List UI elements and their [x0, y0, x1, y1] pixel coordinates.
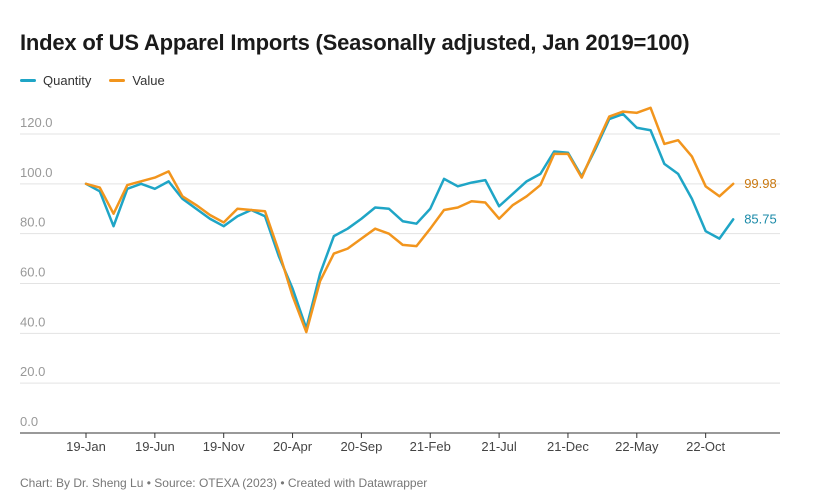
chart-legend: Quantity Value — [20, 73, 165, 88]
x-tick-label: 21-Feb — [410, 439, 451, 454]
x-tick-label: 22-May — [615, 439, 659, 454]
series-line-value — [84, 106, 735, 334]
legend-label-quantity: Quantity — [43, 73, 92, 88]
x-tick-label: 19-Jun — [135, 439, 175, 454]
y-tick-label: 40.0 — [20, 314, 45, 329]
y-tick-label: 0.0 — [20, 414, 38, 429]
y-tick-label: 100.0 — [20, 165, 53, 180]
x-tick-label: 21-Jul — [481, 439, 517, 454]
chart-title: Index of US Apparel Imports (Seasonally … — [20, 30, 690, 55]
x-tick-label: 20-Apr — [273, 439, 313, 454]
chart-footer: Chart: By Dr. Sheng Lu • Source: OTEXA (… — [20, 476, 428, 490]
y-tick-label: 20.0 — [20, 364, 45, 379]
legend-swatch-value — [109, 79, 126, 82]
x-tick-label: 19-Nov — [203, 439, 245, 454]
x-tick-label: 19-Jan — [66, 439, 106, 454]
x-tick-label: 22-Oct — [686, 439, 725, 454]
legend-swatch-quantity — [20, 79, 36, 82]
legend-item-quantity[interactable]: Quantity — [20, 73, 91, 88]
x-tick-label: 20-Sep — [340, 439, 382, 454]
legend-label-value: Value — [132, 73, 165, 88]
y-tick-label: 120.0 — [20, 115, 53, 130]
end-label-quantity: 85.75 — [744, 211, 777, 226]
x-tick-label: 21-Dec — [547, 439, 589, 454]
y-tick-label: 60.0 — [20, 265, 45, 280]
legend-item-value[interactable]: Value — [109, 73, 165, 88]
series-line-quantity — [84, 112, 735, 330]
end-label-value: 99.98 — [744, 176, 777, 191]
y-tick-label: 80.0 — [20, 215, 45, 230]
